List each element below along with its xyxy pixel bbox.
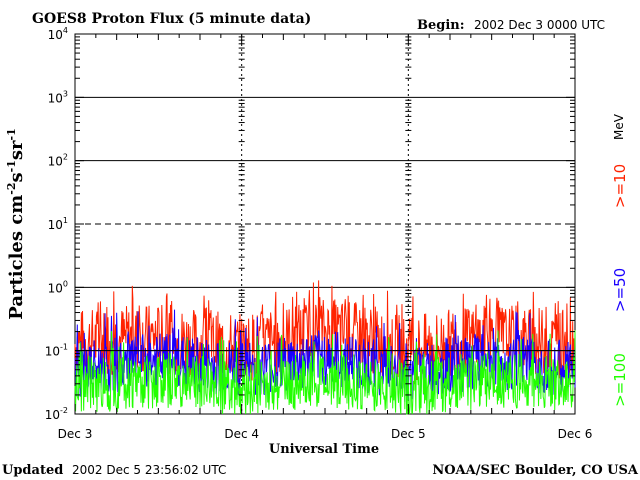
- plot-area: [74, 33, 576, 415]
- legend-unit: MeV: [612, 113, 626, 140]
- y-tick-label: 103: [48, 89, 68, 105]
- updated-label: Updated: [2, 463, 63, 478]
- y-tick-labels: 10-2 10-1 100 101 102 103 104: [45, 26, 68, 422]
- y-tick-label: 100: [48, 279, 68, 295]
- x-axis-label: Universal Time: [269, 442, 379, 457]
- x-tick-label: Dec 4: [224, 427, 259, 441]
- credit-text: NOAA/SEC Boulder, CO USA: [432, 463, 639, 478]
- x-tick-label: Dec 5: [391, 427, 426, 441]
- series-line: [74, 330, 576, 415]
- y-tick-label: 102: [48, 153, 68, 169]
- y-tick-label: 101: [48, 216, 68, 232]
- begin-label: Begin:: [417, 18, 465, 33]
- series-layer: [74, 280, 576, 415]
- legend-entry: >=100: [611, 353, 629, 407]
- tick-marks: [74, 34, 576, 415]
- updated-value: 2002 Dec 5 23:56:02 UTC: [72, 463, 226, 477]
- y-tick-label: 10-1: [45, 343, 68, 359]
- x-tick-label: Dec 3: [58, 427, 93, 441]
- begin-value: 2002 Dec 3 0000 UTC: [474, 18, 605, 32]
- chart-title: GOES8 Proton Flux (5 minute data): [32, 11, 311, 27]
- legend-entry: >=50: [611, 268, 629, 312]
- legend: >=10 >=50 >=100 MeV: [611, 113, 629, 407]
- x-tick-label: Dec 6: [558, 427, 593, 441]
- y-tick-label: 10-2: [45, 406, 68, 422]
- y-axis-label: Particles cm-2s-1sr-1: [5, 128, 27, 319]
- x-tick-labels: Dec 3 Dec 4 Dec 5 Dec 6: [58, 427, 593, 441]
- y-tick-label: 104: [48, 26, 68, 42]
- series-line: [74, 309, 576, 402]
- series-line: [74, 280, 576, 385]
- legend-entry: >=10: [611, 164, 629, 208]
